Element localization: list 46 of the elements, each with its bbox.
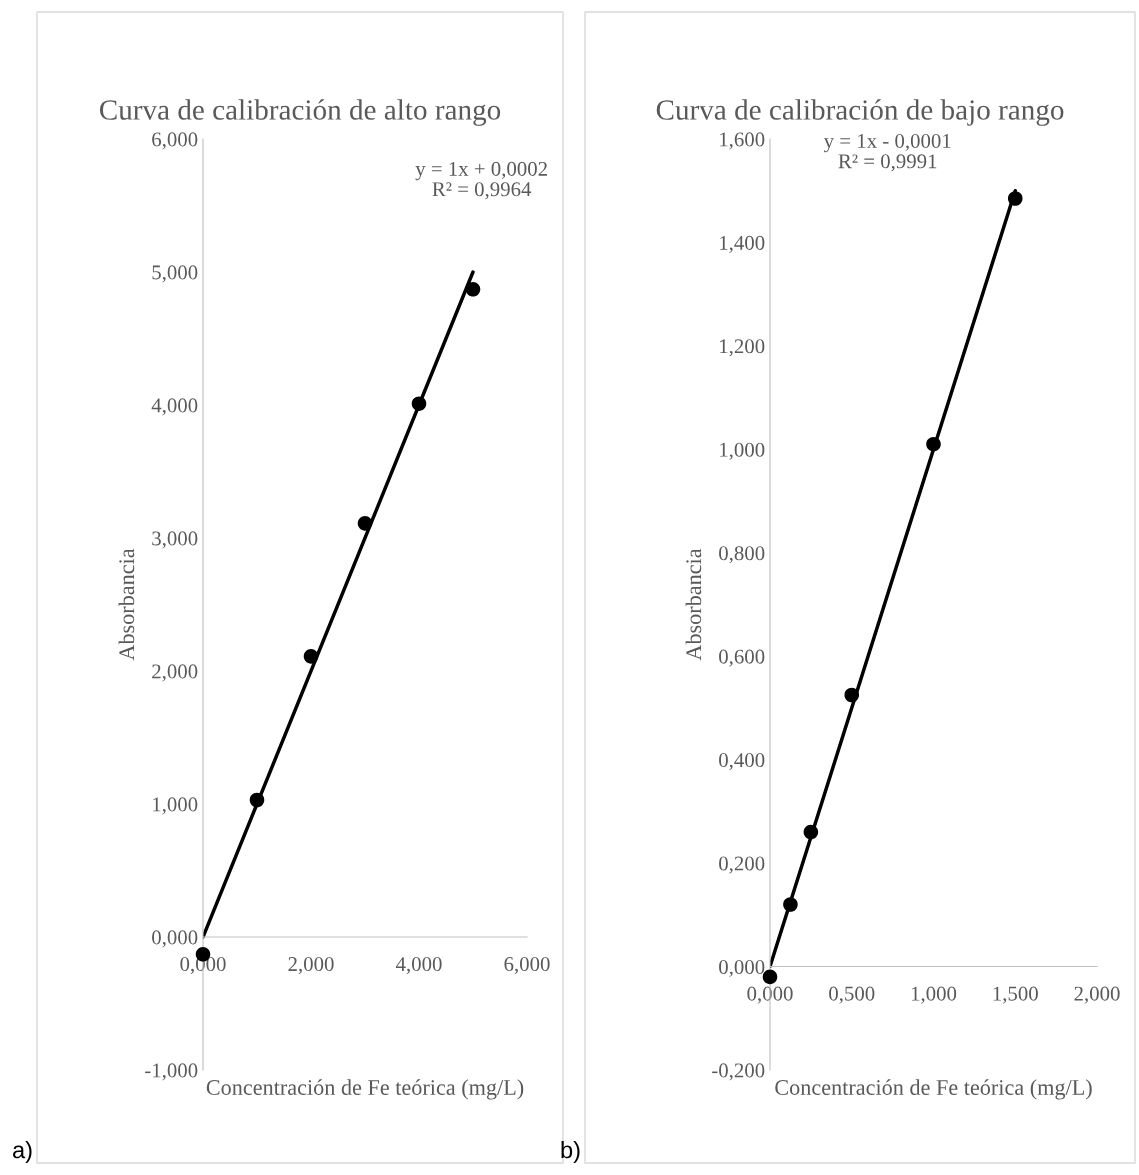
x-tick-label: 4,000 — [395, 957, 442, 975]
y-axis-title: Absorbancia — [118, 548, 135, 661]
text: a) — [13, 1140, 32, 1163]
point — [249, 792, 265, 808]
y-tick-label: 1,400 — [720, 235, 765, 253]
y-tick-label: -1,000 — [145, 1063, 198, 1081]
x-axis-title: Concentración de Fe teórica (mg/L) — [775, 1079, 1092, 1100]
y-tick-label: 3,000 — [152, 531, 198, 549]
text: b) — [561, 1140, 580, 1163]
chart-title: Curva de calibración de alto rango — [99, 99, 501, 126]
point — [411, 396, 427, 411]
point — [783, 897, 798, 912]
y-tick-label: 1,600 — [720, 132, 765, 150]
x-tick-label: 2,000 — [288, 957, 334, 975]
annotation: y = 1x - 0,0001 R² = 0,9991 — [823, 133, 951, 172]
y-tick-label: 0,600 — [719, 649, 765, 667]
x-tick-label: 2,000 — [1074, 986, 1120, 1004]
point — [803, 824, 819, 840]
y-tick-label: 6,000 — [152, 132, 198, 150]
x-tick-label: 0,000 — [180, 957, 226, 975]
point — [1007, 191, 1023, 206]
point — [465, 282, 481, 297]
y-axis-title: Absorbancia — [685, 548, 702, 661]
y-tick-label: 4,000 — [151, 398, 198, 416]
x-tick-label: 0,500 — [829, 986, 875, 1004]
point — [926, 436, 941, 452]
y-tick-label: 0,000 — [152, 930, 198, 948]
y-tick-label: 1,000 — [720, 442, 765, 460]
point — [357, 516, 373, 531]
x-tick-label: 1,500 — [993, 986, 1038, 1004]
y-tick-label: 0,800 — [719, 546, 765, 564]
annotation: y = 1x + 0,0002 R² = 0,9964 — [415, 161, 547, 200]
y-tick-label: 0,400 — [719, 753, 765, 771]
y-tick-label: 2,000 — [152, 664, 198, 682]
y-tick-label: 1,200 — [720, 339, 765, 357]
x-tick-label: 6,000 — [504, 957, 550, 975]
point — [844, 687, 860, 703]
point — [303, 649, 319, 664]
y-tick-label: 0,200 — [719, 856, 765, 874]
y-tick-label: 5,000 — [152, 265, 198, 283]
y-tick-label: 1,000 — [153, 797, 198, 815]
y-tick-label: -0,200 — [712, 1063, 765, 1081]
x-tick-label: 0,000 — [747, 986, 793, 1004]
x-tick-label: 1,000 — [911, 986, 957, 1004]
x-axis-title: Concentración de Fe teórica (mg/L) — [206, 1079, 524, 1100]
chart-title: Curva de calibración de bajo rango — [656, 99, 1064, 126]
